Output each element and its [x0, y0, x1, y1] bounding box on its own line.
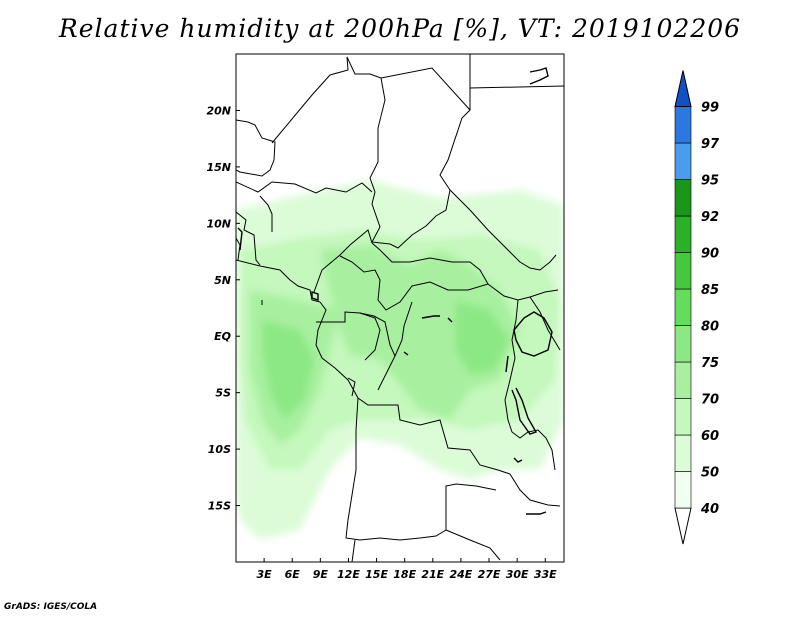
colorbar-label: 40 — [700, 502, 719, 517]
lon-tick-label: 30E — [506, 568, 529, 581]
colorbar-under-triangle — [674, 507, 692, 545]
colorbar-label: 92 — [701, 210, 719, 225]
humidity-band-75b — [455, 300, 510, 375]
colorbar-segment — [674, 106, 692, 144]
lat-tick-label: 10S — [208, 443, 231, 456]
colorbar-label: 85 — [701, 283, 719, 298]
colorbar-label: 99 — [701, 101, 719, 116]
lat-tick-label: 15S — [208, 500, 231, 513]
lon-tick-label: 15E — [365, 568, 388, 581]
colorbar-over-triangle — [674, 70, 692, 107]
country-borders — [236, 54, 564, 562]
latitude-labels: 20N 15N 10N 5N EQ 5S 10S 15S — [206, 104, 240, 513]
lon-tick-label: 24E — [450, 568, 473, 581]
colorbar-segment — [674, 215, 692, 253]
colorbar-segment — [674, 252, 692, 290]
lon-tick-label: 9E — [313, 568, 329, 581]
lat-tick-label: 5N — [214, 274, 231, 287]
lat-tick-label: 15N — [206, 161, 231, 174]
colorbar-label: 50 — [701, 466, 719, 481]
lon-tick-label: 12E — [337, 568, 360, 581]
colorbar-segment — [674, 471, 692, 509]
lakes-and-coasts — [237, 67, 553, 515]
colorbar-segment — [674, 142, 692, 180]
lat-tick-label: 5S — [215, 387, 231, 400]
lon-tick-label: 3E — [257, 568, 273, 581]
lon-tick-label: 6E — [285, 568, 301, 581]
colorbar-label: 90 — [701, 247, 719, 262]
lon-tick-label: 33E — [534, 568, 557, 581]
lon-tick-label: 21E — [421, 568, 444, 581]
lon-tick-label: 27E — [478, 568, 501, 581]
humidity-shading — [236, 180, 564, 540]
colorbar-label: 70 — [701, 393, 719, 408]
colorbar-segment — [674, 179, 692, 217]
lon-tick-label: 18E — [393, 568, 416, 581]
colorbar: 40 50 60 70 75 80 85 90 92 95 97 99 — [674, 70, 720, 545]
colorbar-segment — [674, 398, 692, 436]
colorbar-label: 80 — [701, 320, 719, 335]
chart-title: Relative humidity at 200hPa [%], VT: 201… — [58, 14, 742, 43]
map-frame — [235, 53, 565, 563]
longitude-labels: 3E 6E 9E 12E 15E 18E 21E 24E 27E 30E 33E — [257, 558, 557, 581]
colorbar-label: 97 — [701, 137, 720, 152]
colorbar-label: 75 — [701, 356, 719, 371]
humidity-band-70b — [320, 245, 520, 420]
colorbar-label: 95 — [701, 174, 719, 189]
grads-credit: GrADS: IGES/COLA — [4, 602, 98, 612]
lat-tick-label: 10N — [206, 217, 231, 230]
colorbar-segment — [674, 325, 692, 363]
colorbar-segment — [674, 288, 692, 326]
lat-tick-label: 20N — [206, 104, 231, 117]
colorbar-segment — [674, 434, 692, 472]
colorbar-segment — [674, 361, 692, 399]
humidity-band-75 — [262, 320, 315, 420]
colorbar-label: 60 — [701, 429, 719, 444]
lat-tick-label: EQ — [214, 330, 231, 343]
